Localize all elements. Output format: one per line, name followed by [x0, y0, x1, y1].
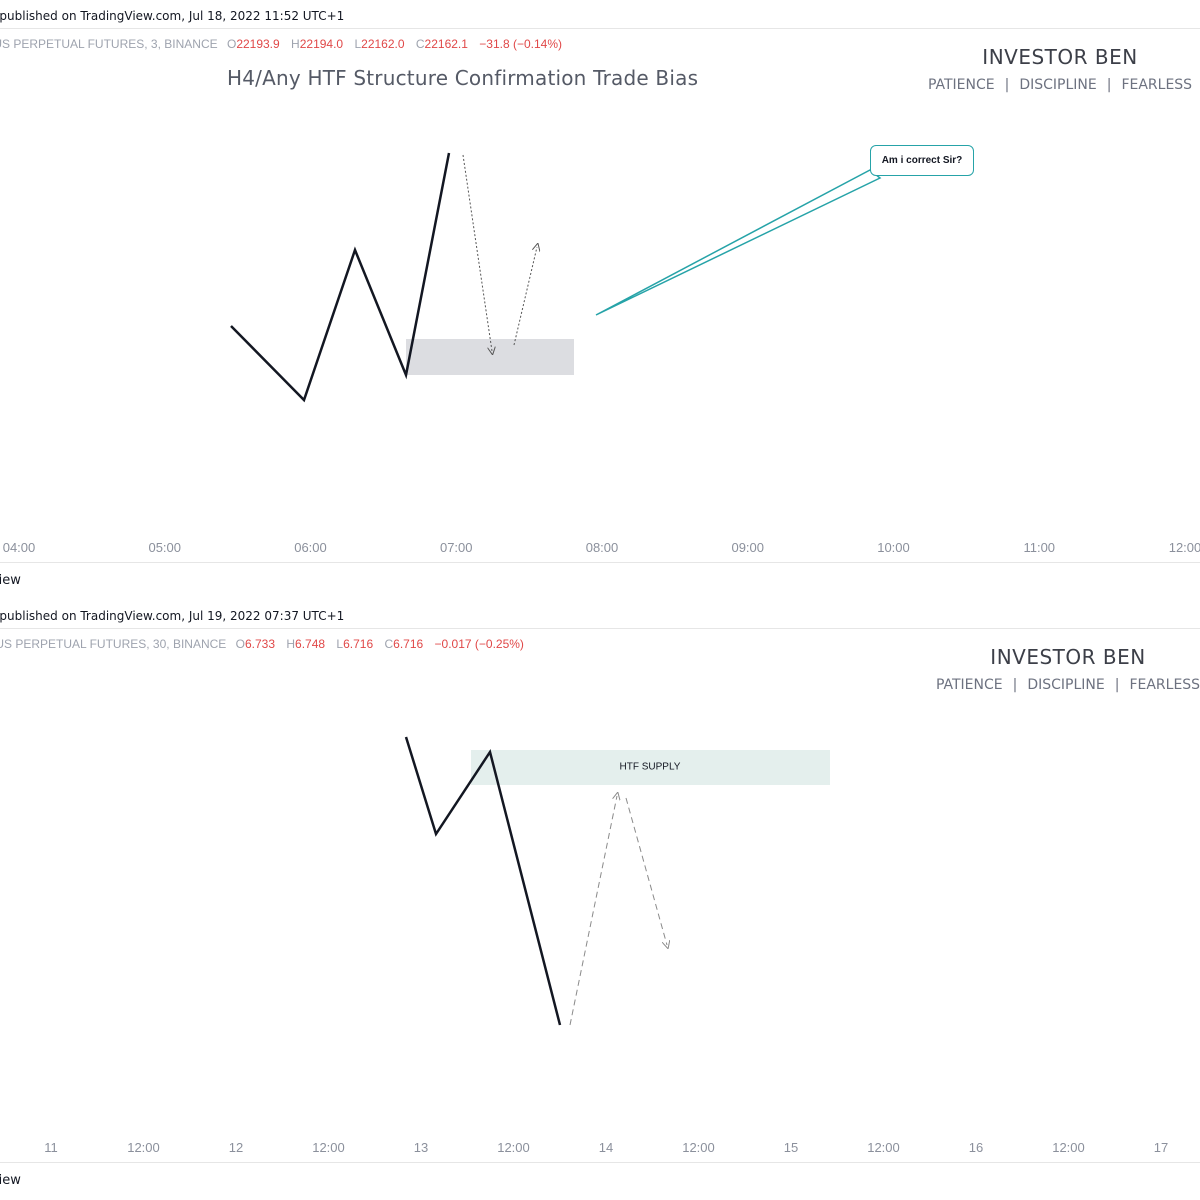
separator — [0, 1162, 1200, 1163]
price-path[interactable] — [230, 152, 451, 403]
x-tick-label: 04:00 — [2, 540, 36, 555]
x-tick-label: 08:00 — [585, 540, 619, 555]
x-tick-label: 09:00 — [731, 540, 765, 555]
x-tick-label: 05:00 — [148, 540, 182, 555]
x-tick-label: 11:00 — [1023, 540, 1056, 555]
separator — [0, 28, 1200, 29]
tradingview-footer[interactable]: View — [0, 573, 21, 588]
chart-panel-2: n published on TradingView.com, Jul 19, … — [0, 600, 1200, 1200]
projection-arrow-up[interactable] — [569, 796, 617, 1026]
htf-supply-zone[interactable] — [471, 750, 830, 785]
low-value: 6.716 — [343, 637, 374, 651]
tradingview-footer[interactable]: View — [0, 1173, 21, 1188]
open-label: O — [235, 637, 245, 651]
chart-drawing-2 — [404, 736, 830, 1026]
brand-block: INVESTOR BEN PATIENCE | DISCIPLINE | FEARLES… — [928, 645, 1200, 693]
tagline-fearless: FEARLESS — [1121, 77, 1193, 93]
close-label: C — [415, 37, 425, 51]
brand-tagline: PATIENCE | DISCIPLINE | FEARLESS — [928, 677, 1200, 693]
brand-block: INVESTOR BEN PATIENCE | DISCIPLINE | FEARLES… — [920, 45, 1200, 93]
tagline-separator: | — [1004, 77, 1010, 93]
symbol-name: TetherUS PERPETUAL FUTURES, 3, BINANCE — [0, 37, 218, 51]
symbol-legend: TetherUS PERPETUAL FUTURES, 3, BINANCE O… — [0, 37, 562, 51]
htf-supply-label: HTF SUPPLY — [619, 761, 681, 773]
tagline-patience: PATIENCE — [927, 77, 995, 93]
projection-arrow-down[interactable] — [625, 797, 667, 945]
x-tick-label: 10:00 — [877, 540, 910, 555]
x-tick-label: 06:00 — [294, 540, 327, 555]
brand-name: INVESTOR BEN — [982, 45, 1138, 69]
change-value: −31.8 (−0.14%) — [479, 37, 563, 51]
tagline-discipline: DISCIPLINE — [1027, 677, 1105, 693]
low-value: 22162.0 — [361, 37, 405, 51]
separator — [0, 628, 1200, 629]
symbol-legend: etherUS PERPETUAL FUTURES, 30, BINANCE O… — [0, 637, 524, 651]
tagline-separator: | — [1106, 77, 1112, 93]
x-tick-label: 12:00 — [127, 1140, 160, 1155]
open-label: O — [226, 37, 237, 51]
x-tick-label: 12:00 — [312, 1140, 345, 1155]
demand-zone[interactable] — [406, 339, 574, 375]
chart-panel-1: n published on TradingView.com, Jul 18, … — [0, 9, 1200, 588]
symbol-name: etherUS PERPETUAL FUTURES, 30, BINANCE — [0, 637, 227, 651]
x-tick-label: 17 — [1153, 1140, 1169, 1155]
published-info: n published on TradingView.com, Jul 18, … — [0, 9, 345, 23]
chart-drawing-1 — [230, 152, 882, 403]
x-tick-label: 12:00 — [867, 1140, 900, 1155]
low-label: L — [354, 37, 362, 51]
x-tick-label: 12:00 — [682, 1140, 715, 1155]
x-tick-label: 07:00 — [439, 540, 473, 555]
x-tick-label: 12:00 — [1168, 540, 1200, 555]
published-info: n published on TradingView.com, Jul 19, … — [0, 609, 345, 623]
high-value: 22194.0 — [299, 37, 344, 51]
x-tick-label: 12:00 — [1052, 1140, 1085, 1155]
close-value: 6.716 — [393, 637, 424, 651]
close-value: 22162.1 — [424, 37, 468, 51]
x-tick-label: 12:00 — [497, 1140, 530, 1155]
x-tick-label: 11 — [44, 1140, 58, 1155]
projection-arrow-up[interactable] — [513, 247, 537, 346]
brand-tagline: PATIENCE | DISCIPLINE | FEARLESS — [920, 77, 1200, 93]
x-tick-label: 13 — [413, 1140, 429, 1155]
tagline-patience: PATIENCE — [935, 677, 1003, 693]
high-label: H — [291, 37, 300, 51]
open-value: 22193.9 — [236, 37, 280, 51]
tagline-fearless: FEARLESS — [1129, 677, 1200, 693]
tagline-separator: | — [1012, 677, 1018, 693]
callout-pointer — [595, 169, 882, 316]
price-path[interactable] — [404, 736, 562, 1026]
high-label: H — [286, 637, 296, 651]
change-value: −0.017 (−0.25%) — [434, 637, 524, 651]
brand-name: INVESTOR BEN — [990, 645, 1146, 669]
low-label: L — [336, 637, 344, 651]
close-label: C — [384, 637, 394, 651]
x-tick-label: 15 — [783, 1140, 799, 1155]
x-tick-label: 14 — [598, 1140, 614, 1155]
open-value: 6.733 — [244, 637, 276, 651]
high-value: 6.748 — [295, 637, 326, 651]
tagline-discipline: DISCIPLINE — [1019, 77, 1097, 93]
tagline-separator: | — [1114, 677, 1120, 693]
callout-note[interactable]: Am i correct Sir? — [870, 145, 974, 176]
separator — [0, 562, 1200, 563]
chart-title: H4/Any HTF Structure Confirmation Trade … — [227, 66, 699, 90]
x-tick-label: 12 — [228, 1140, 244, 1155]
projection-arrow-down[interactable] — [462, 154, 492, 351]
x-tick-label: 16 — [968, 1140, 984, 1155]
